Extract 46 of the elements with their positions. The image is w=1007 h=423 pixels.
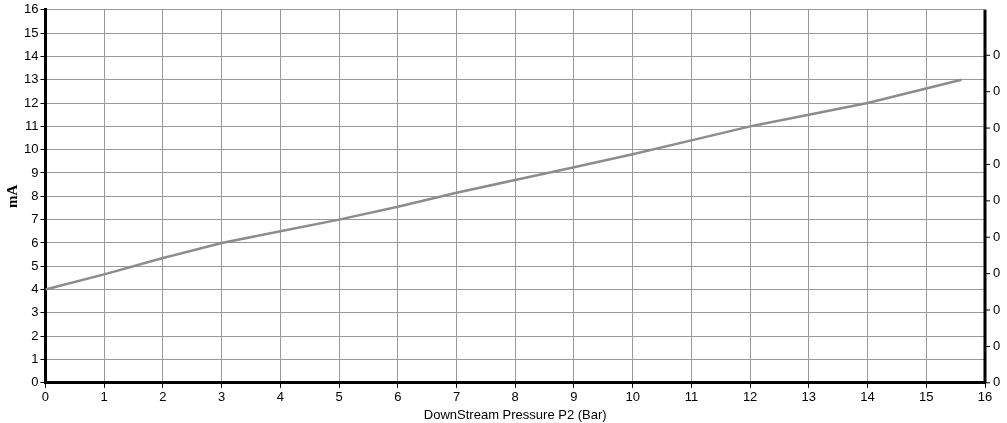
y-tick-label: 15: [23, 24, 39, 40]
y-axis-title: mA: [3, 184, 20, 208]
x-axis-title: DownStream Pressure P2 (Bar): [423, 406, 607, 422]
x-tick-label: 3: [218, 389, 226, 405]
x-tick-label: 0: [41, 389, 50, 405]
y-tick-label: 6: [31, 234, 39, 250]
x-tick-label: 9: [570, 389, 578, 405]
x-tick-label: 10: [625, 389, 640, 405]
x-tick-label: 4: [276, 389, 284, 405]
text: 0: [993, 156, 1001, 172]
text: 0: [993, 301, 1001, 317]
x-tick-label: 8: [511, 389, 519, 405]
y-tick-label: 2: [31, 327, 39, 343]
text: 0: [993, 265, 1001, 281]
x-tick-label: 2: [159, 389, 167, 405]
y-tick-label: 9: [31, 164, 39, 180]
y-tick-label: 10: [23, 141, 39, 157]
y-tick-label: 14: [23, 48, 39, 63]
y-tick-label: 11: [24, 117, 39, 133]
text: 0: [993, 119, 1001, 135]
y-tick-label: 12: [23, 94, 39, 110]
x-tick-label: 5: [335, 389, 343, 405]
x-tick-label: 16: [977, 389, 993, 405]
text: 0: [993, 337, 1001, 353]
y-tick-label: 13: [23, 71, 39, 87]
x-tick-label: 14: [860, 389, 875, 405]
x-tick-label: 13: [801, 389, 817, 405]
y-tick-label: 16: [23, 1, 39, 17]
x-tick-label: 6: [394, 389, 402, 405]
x-tick-label: 1: [100, 389, 108, 405]
text: 0: [993, 374, 1001, 390]
y-tick-label: 4: [31, 281, 39, 297]
x-tick-label: 7: [452, 389, 461, 405]
text: 0: [993, 228, 1001, 244]
y-tick-label: 7: [31, 211, 39, 227]
x-tick-label: 11: [684, 389, 699, 405]
y-tick-label: 1: [31, 351, 39, 367]
text: 0: [993, 192, 1001, 208]
text: 0: [993, 46, 1001, 62]
text: 0: [993, 83, 1001, 99]
y-tick-label: 5: [31, 257, 39, 273]
y-tick-label: 3: [31, 304, 39, 320]
x-tick-label: 12: [742, 389, 758, 405]
x-tick-label: 15: [919, 389, 934, 405]
y-tick-label: 8: [31, 187, 39, 203]
y-tick-label: 0: [31, 374, 39, 390]
